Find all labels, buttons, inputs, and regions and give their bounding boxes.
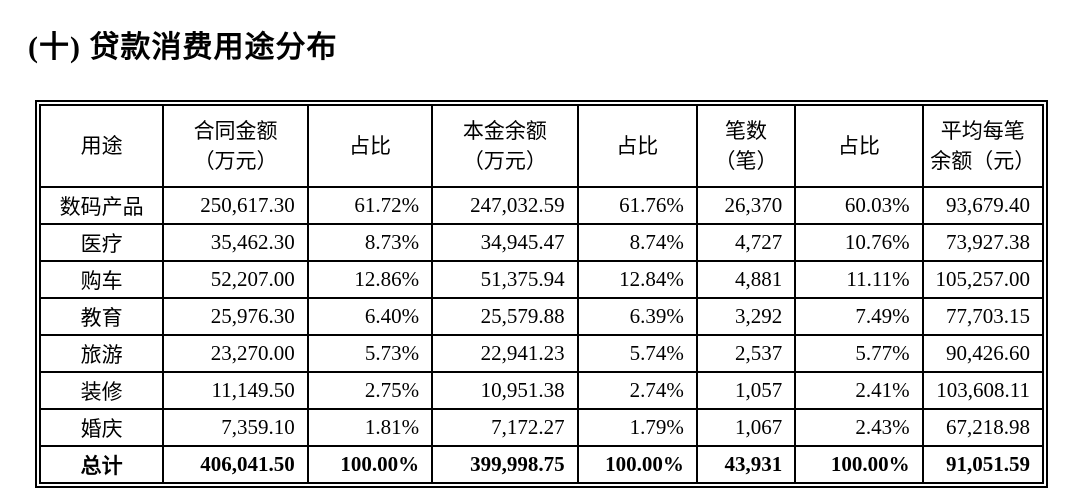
column-header: 占比 xyxy=(794,104,924,188)
row-value-cell: 61.72% xyxy=(306,186,434,225)
row-value-cell: 61.76% xyxy=(576,186,698,225)
table-row: 旅游 23,270.00 5.73% 22,941.23 5.74% 2,537 5.77%… xyxy=(38,334,1045,373)
row-value-cell: 5.77% xyxy=(794,334,924,373)
column-header: 本金余额 （万元） xyxy=(431,104,579,188)
row-value-cell: 12.84% xyxy=(576,260,698,299)
row-label-cell: 医疗 xyxy=(38,223,165,262)
row-value-cell: 91,051.59 xyxy=(921,445,1045,484)
row-value-cell: 100.00% xyxy=(306,445,434,484)
row-value-cell: 25,976.30 xyxy=(162,297,309,336)
row-value-cell: 6.39% xyxy=(576,297,698,336)
row-value-cell: 1.81% xyxy=(306,408,434,447)
row-label-cell: 旅游 xyxy=(38,334,165,373)
column-header: 占比 xyxy=(576,104,698,188)
table-header-row: 用途 合同金额 （万元） 占比 本金余额 （万元） 占比 笔数 （笔） 占比 平均每笔 余额（… xyxy=(38,104,1045,188)
table-row: 医疗 35,462.30 8.73% 34,945.47 8.74% 4,727 10.76… xyxy=(38,223,1045,262)
column-header: 笔数 （笔） xyxy=(695,104,797,188)
row-value-cell: 22,941.23 xyxy=(431,334,579,373)
row-value-cell: 25,579.88 xyxy=(431,297,579,336)
row-label-cell: 装修 xyxy=(38,371,165,410)
row-value-cell: 105,257.00 xyxy=(921,260,1045,299)
row-value-cell: 103,608.11 xyxy=(921,371,1045,410)
row-value-cell: 34,945.47 xyxy=(431,223,579,262)
row-value-cell: 23,270.00 xyxy=(162,334,309,373)
loan-purpose-table-border: 用途 合同金额 （万元） 占比 本金余额 （万元） 占比 笔数 （笔） 占比 平均每笔 余额（… xyxy=(35,100,1048,488)
table-header: 用途 合同金额 （万元） 占比 本金余额 （万元） 占比 笔数 （笔） 占比 平均每笔 余额（… xyxy=(38,104,1045,188)
row-label-cell: 购车 xyxy=(38,260,165,299)
row-value-cell: 5.74% xyxy=(576,334,698,373)
row-value-cell: 11.11% xyxy=(794,260,924,299)
row-label-cell: 教育 xyxy=(38,297,165,336)
row-value-cell: 26,370 xyxy=(695,186,797,225)
column-header: 平均每笔 余额（元） xyxy=(921,104,1045,188)
row-value-cell: 250,617.30 xyxy=(162,186,309,225)
row-value-cell: 1,057 xyxy=(695,371,797,410)
row-value-cell: 77,703.15 xyxy=(921,297,1045,336)
row-value-cell: 8.73% xyxy=(306,223,434,262)
row-value-cell: 1,067 xyxy=(695,408,797,447)
row-value-cell: 6.40% xyxy=(306,297,434,336)
row-value-cell: 4,727 xyxy=(695,223,797,262)
column-header: 合同金额 （万元） xyxy=(162,104,309,188)
row-value-cell: 1.79% xyxy=(576,408,698,447)
column-header: 用途 xyxy=(38,104,165,188)
row-value-cell: 2,537 xyxy=(695,334,797,373)
row-value-cell: 100.00% xyxy=(576,445,698,484)
table-row: 婚庆 7,359.10 1.81% 7,172.27 1.79% 1,067 2.43% 67… xyxy=(38,408,1045,447)
row-value-cell: 5.73% xyxy=(306,334,434,373)
row-value-cell: 100.00% xyxy=(794,445,924,484)
row-value-cell: 2.75% xyxy=(306,371,434,410)
row-value-cell: 4,881 xyxy=(695,260,797,299)
row-value-cell: 73,927.38 xyxy=(921,223,1045,262)
row-value-cell: 7,172.27 xyxy=(431,408,579,447)
table-row: 数码产品 250,617.30 61.72% 247,032.59 61.76% 26,3… xyxy=(38,186,1045,225)
row-value-cell: 93,679.40 xyxy=(921,186,1045,225)
column-header: 占比 xyxy=(306,104,434,188)
row-value-cell: 2.41% xyxy=(794,371,924,410)
row-label-cell: 数码产品 xyxy=(38,186,165,225)
row-value-cell: 3,292 xyxy=(695,297,797,336)
row-value-cell: 10.76% xyxy=(794,223,924,262)
table-body: 数码产品 250,617.30 61.72% 247,032.59 61.76% 26,3… xyxy=(38,186,1045,484)
table-row: 教育 25,976.30 6.40% 25,579.88 6.39% 3,292 7.49%… xyxy=(38,297,1045,336)
row-value-cell: 10,951.38 xyxy=(431,371,579,410)
row-value-cell: 399,998.75 xyxy=(431,445,579,484)
row-value-cell: 35,462.30 xyxy=(162,223,309,262)
total-row: 总计 406,041.50 100.00% 399,998.75 100.00% 43,9… xyxy=(38,445,1045,484)
table-row: 装修 11,149.50 2.75% 10,951.38 2.74% 1,057 2.41%… xyxy=(38,371,1045,410)
row-value-cell: 7.49% xyxy=(794,297,924,336)
row-value-cell: 51,375.94 xyxy=(431,260,579,299)
row-value-cell: 12.86% xyxy=(306,260,434,299)
row-value-cell: 8.74% xyxy=(576,223,698,262)
page-title: (十) 贷款消费用途分布 xyxy=(28,31,338,64)
row-value-cell: 43,931 xyxy=(695,445,797,484)
row-value-cell: 52,207.00 xyxy=(162,260,309,299)
row-value-cell: 11,149.50 xyxy=(162,371,309,410)
row-value-cell: 2.43% xyxy=(794,408,924,447)
row-value-cell: 247,032.59 xyxy=(431,186,579,225)
row-value-cell: 2.74% xyxy=(576,371,698,410)
row-label-cell: 婚庆 xyxy=(38,408,165,447)
row-value-cell: 7,359.10 xyxy=(162,408,309,447)
table-row: 购车 52,207.00 12.86% 51,375.94 12.84% 4,881 11.… xyxy=(38,260,1045,299)
row-value-cell: 60.03% xyxy=(794,186,924,225)
row-value-cell: 67,218.98 xyxy=(921,408,1045,447)
row-value-cell: 90,426.60 xyxy=(921,334,1045,373)
loan-purpose-distribution-table: 用途 合同金额 （万元） 占比 本金余额 （万元） 占比 笔数 （笔） 占比 平均每笔 余额（… xyxy=(38,104,1045,484)
row-value-cell: 406,041.50 xyxy=(162,445,309,484)
row-label-cell: 总计 xyxy=(38,445,165,484)
